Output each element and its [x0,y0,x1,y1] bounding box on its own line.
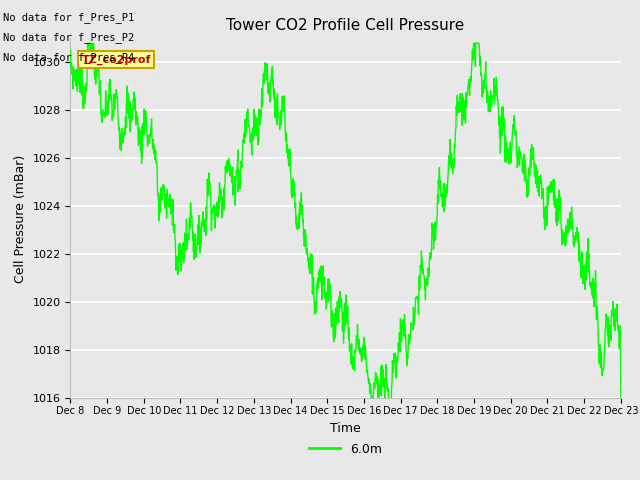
X-axis label: Time: Time [330,421,361,434]
Legend: 6.0m: 6.0m [304,438,387,460]
Y-axis label: Cell Pressure (mBar): Cell Pressure (mBar) [14,154,27,283]
Text: TZ_co2prof: TZ_co2prof [81,54,151,65]
Title: Tower CO2 Profile Cell Pressure: Tower CO2 Profile Cell Pressure [227,18,465,33]
Text: No data for f_Pres_P4: No data for f_Pres_P4 [3,52,134,63]
Text: No data for f_Pres_P2: No data for f_Pres_P2 [3,32,134,43]
Text: No data for f_Pres_P1: No data for f_Pres_P1 [3,12,134,23]
